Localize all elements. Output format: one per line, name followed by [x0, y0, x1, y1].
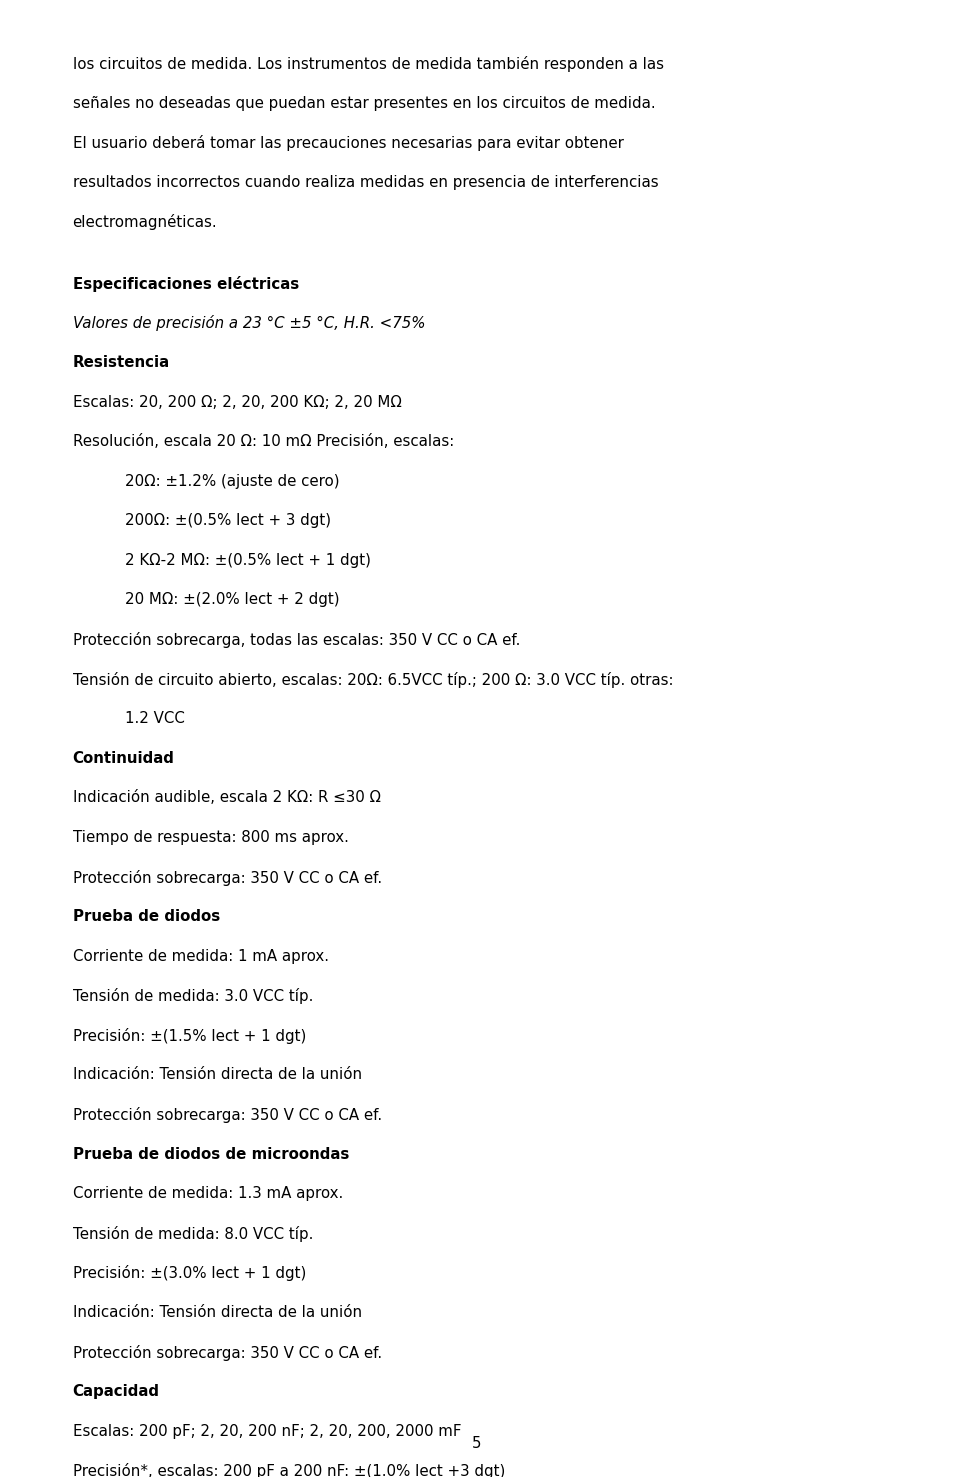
Text: Especificaciones eléctricas: Especificaciones eléctricas [72, 276, 298, 292]
Text: Precisión: ±(1.5% lect + 1 dgt): Precisión: ±(1.5% lect + 1 dgt) [72, 1028, 306, 1044]
Text: Resolución, escala 20 Ω: 10 mΩ Precisión, escalas:: Resolución, escala 20 Ω: 10 mΩ Precisión… [72, 434, 454, 449]
Text: Corriente de medida: 1.3 mA aprox.: Corriente de medida: 1.3 mA aprox. [72, 1186, 342, 1201]
Text: electromagnéticas.: electromagnéticas. [72, 214, 217, 230]
Text: Capacidad: Capacidad [72, 1384, 159, 1399]
Text: 200Ω: ±(0.5% lect + 3 dgt): 200Ω: ±(0.5% lect + 3 dgt) [125, 514, 331, 529]
Text: Indicación: Tensión directa de la unión: Indicación: Tensión directa de la unión [72, 1306, 361, 1320]
Text: 1.2 VCC: 1.2 VCC [125, 712, 185, 727]
Text: Protección sobrecarga: 350 V CC o CA ef.: Protección sobrecarga: 350 V CC o CA ef. [72, 1344, 381, 1360]
Text: Protección sobrecarga: 350 V CC o CA ef.: Protección sobrecarga: 350 V CC o CA ef. [72, 1108, 381, 1123]
Text: resultados incorrectos cuando realiza medidas en presencia de interferencias: resultados incorrectos cuando realiza me… [72, 174, 658, 191]
Text: Tensión de circuito abierto, escalas: 20Ω: 6.5VCC típ.; 200 Ω: 3.0 VCC típ. otra: Tensión de circuito abierto, escalas: 20… [72, 672, 672, 688]
Text: Prueba de diodos: Prueba de diodos [72, 910, 219, 925]
Text: Tensión de medida: 8.0 VCC típ.: Tensión de medida: 8.0 VCC típ. [72, 1226, 313, 1242]
Text: Continuidad: Continuidad [72, 750, 174, 765]
Text: señales no deseadas que puedan estar presentes en los circuitos de medida.: señales no deseadas que puedan estar pre… [72, 96, 655, 111]
Text: Corriente de medida: 1 mA aprox.: Corriente de medida: 1 mA aprox. [72, 948, 328, 963]
Text: Tensión de medida: 3.0 VCC típ.: Tensión de medida: 3.0 VCC típ. [72, 988, 313, 1004]
Text: Protección sobrecarga: 350 V CC o CA ef.: Protección sobrecarga: 350 V CC o CA ef. [72, 870, 381, 886]
Text: Indicación: Tensión directa de la unión: Indicación: Tensión directa de la unión [72, 1068, 361, 1083]
Text: Indicación audible, escala 2 KΩ: R ≤30 Ω: Indicación audible, escala 2 KΩ: R ≤30 Ω [72, 790, 380, 805]
Text: Prueba de diodos de microondas: Prueba de diodos de microondas [72, 1146, 349, 1161]
Text: Escalas: 20, 200 Ω; 2, 20, 200 KΩ; 2, 20 MΩ: Escalas: 20, 200 Ω; 2, 20, 200 KΩ; 2, 20… [72, 394, 401, 409]
Text: los circuitos de medida. Los instrumentos de medida también responden a las: los circuitos de medida. Los instrumento… [72, 56, 662, 72]
Text: Resistencia: Resistencia [72, 354, 170, 369]
Text: Tiempo de respuesta: 800 ms aprox.: Tiempo de respuesta: 800 ms aprox. [72, 830, 348, 845]
Text: Precisión: ±(3.0% lect + 1 dgt): Precisión: ±(3.0% lect + 1 dgt) [72, 1266, 306, 1282]
Text: Escalas: 200 pF; 2, 20, 200 nF; 2, 20, 200, 2000 mF: Escalas: 200 pF; 2, 20, 200 nF; 2, 20, 2… [72, 1424, 460, 1439]
Text: 20Ω: ±1.2% (ajuste de cero): 20Ω: ±1.2% (ajuste de cero) [125, 474, 339, 489]
Text: Valores de precisión a 23 °C ±5 °C, H.R. <75%: Valores de precisión a 23 °C ±5 °C, H.R.… [72, 316, 424, 331]
Text: 2 KΩ-2 MΩ: ±(0.5% lect + 1 dgt): 2 KΩ-2 MΩ: ±(0.5% lect + 1 dgt) [125, 552, 371, 567]
Text: 5: 5 [472, 1436, 481, 1450]
Text: Protección sobrecarga, todas las escalas: 350 V CC o CA ef.: Protección sobrecarga, todas las escalas… [72, 632, 519, 648]
Text: El usuario deberá tomar las precauciones necesarias para evitar obtener: El usuario deberá tomar las precauciones… [72, 136, 622, 151]
Text: Precisión*, escalas: 200 pF a 200 nF: ±(1.0% lect +3 dgt): Precisión*, escalas: 200 pF a 200 nF: ±(… [72, 1464, 504, 1477]
Text: 20 MΩ: ±(2.0% lect + 2 dgt): 20 MΩ: ±(2.0% lect + 2 dgt) [125, 592, 339, 607]
